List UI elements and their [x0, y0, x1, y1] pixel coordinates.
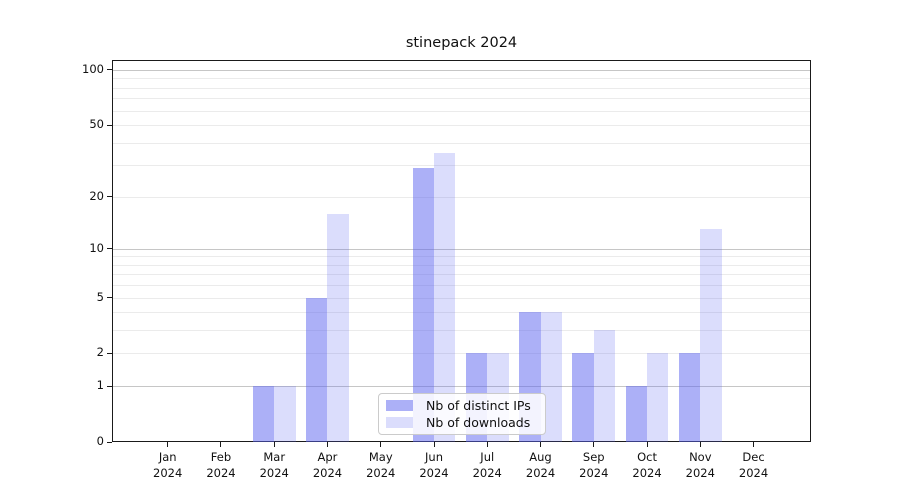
x-tick-label-sep: Sep 2024: [579, 450, 609, 480]
gridline-y-40: [113, 142, 810, 144]
bars-layer: [113, 61, 810, 442]
gridline-y-10: [113, 248, 810, 250]
gridline-y-100: [113, 69, 810, 71]
y-tick-label-2: 2: [96, 345, 104, 360]
bar-oct-distinct-ips: [625, 386, 648, 442]
x-tick-label-feb: Feb 2024: [206, 450, 236, 480]
gridline-y-6: [113, 285, 810, 287]
x-tickmark: [753, 442, 755, 447]
gridline-y-50: [113, 125, 810, 127]
bar-mar-downloads: [274, 386, 296, 442]
bar-sep-distinct-ips: [572, 353, 594, 442]
legend: Nb of distinct IPs Nb of downloads: [378, 393, 546, 435]
gridline-y-90: [113, 78, 810, 80]
x-tickmark: [220, 442, 222, 447]
legend-label: Nb of downloads: [426, 414, 531, 430]
x-tick-label-jan: Jan 2024: [153, 450, 183, 480]
x-tickmark: [167, 442, 169, 447]
y-tick-label-1: 1: [96, 378, 104, 393]
gridline-y-8: [113, 264, 810, 266]
gridline-y-4: [113, 312, 810, 314]
gridline-y-1: [113, 386, 810, 388]
chart-title: stinepack 2024: [405, 35, 518, 51]
y-tickmark: [107, 196, 112, 198]
x-tickmark: [273, 442, 275, 447]
bar-apr-downloads: [327, 213, 349, 442]
y-tickmark: [107, 248, 112, 250]
x-tickmark: [433, 442, 435, 447]
x-tickmark: [540, 442, 542, 447]
gridline-y-80: [113, 87, 810, 89]
bar-apr-distinct-ips: [306, 297, 328, 442]
x-tick-label-nov: Nov 2024: [685, 450, 715, 480]
gridline-y-70: [113, 98, 810, 100]
x-tickmark: [380, 442, 382, 447]
x-tick-label-may: May 2024: [366, 450, 396, 480]
gridline-y-5: [113, 297, 810, 299]
bar-oct-downloads: [647, 353, 669, 442]
gridline-y-2: [113, 353, 810, 355]
x-tick-label-jul: Jul 2024: [472, 450, 502, 480]
legend-swatch-downloads: [386, 416, 413, 428]
x-tick-label-apr: Apr 2024: [312, 450, 343, 480]
x-tickmark: [593, 442, 595, 447]
x-tick-label-mar: Mar 2024: [259, 450, 289, 480]
gridline-y-7: [113, 274, 810, 276]
x-tick-label-jun: Jun 2024: [419, 450, 449, 480]
x-tickmark: [699, 442, 701, 447]
bar-mar-distinct-ips: [252, 386, 275, 442]
bar-nov-downloads: [700, 229, 722, 442]
legend-label: Nb of distinct IPs: [426, 398, 531, 414]
bar-sep-downloads: [593, 330, 616, 442]
y-tickmark: [107, 441, 112, 443]
y-tick-label-100: 100: [82, 61, 104, 76]
bar-jun-distinct-ips: [412, 167, 434, 442]
y-tickmark: [107, 124, 112, 126]
bar-jun-downloads: [434, 153, 456, 442]
legend-item-downloads: Nb of downloads: [386, 415, 537, 430]
y-tickmark: [107, 297, 112, 299]
gridline-y-9: [113, 256, 810, 258]
gridline-y-60: [113, 110, 810, 112]
y-tick-label-0: 0: [96, 434, 104, 448]
y-tick-label-20: 20: [89, 188, 104, 203]
y-tickmark: [107, 352, 112, 354]
y-tickmark: [107, 69, 112, 71]
y-tick-label-10: 10: [89, 240, 104, 255]
legend-swatch-distinct-ips: [386, 400, 413, 412]
gridline-y-30: [113, 165, 810, 167]
x-tickmark: [326, 442, 328, 447]
bar-nov-distinct-ips: [679, 353, 701, 442]
y-tickmark: [107, 385, 112, 387]
x-tick-label-aug: Aug 2024: [525, 450, 556, 480]
x-tick-label-dec: Dec 2024: [738, 450, 769, 480]
y-tick-label-50: 50: [89, 117, 104, 132]
x-tickmark: [486, 442, 488, 447]
gridline-y-20: [113, 196, 810, 198]
legend-item-distinct-ips: Nb of distinct IPs: [386, 398, 537, 413]
y-tick-label-5: 5: [96, 289, 104, 304]
grid-layer: [113, 61, 810, 441]
x-tick-label-oct: Oct 2024: [632, 450, 662, 480]
plot-area: [112, 60, 811, 442]
gridline-y-3: [113, 330, 810, 332]
x-tickmark: [646, 442, 648, 447]
